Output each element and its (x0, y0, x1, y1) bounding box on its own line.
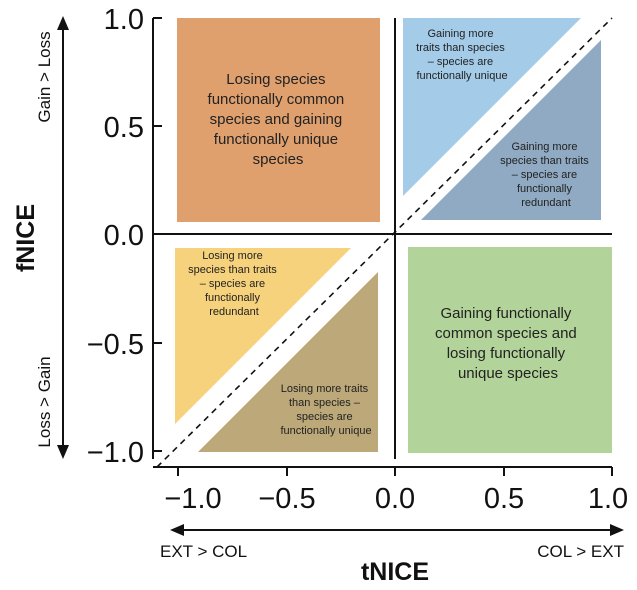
x-tick-label: −1.0 (164, 483, 221, 515)
quadrant-top-right-lower-text: Gaining more species than traits – speci… (500, 141, 592, 209)
quadrant-top-right-lower-region (421, 40, 601, 220)
one-to-one-dashed-line (156, 17, 613, 468)
x-tick-label: −0.5 (258, 483, 315, 515)
y-top-direction-label: Gain > Loss (35, 31, 54, 122)
quadrant-top-left-region (177, 18, 380, 222)
x-tick-label: 1.0 (588, 483, 628, 515)
arrow-right-icon (610, 524, 624, 536)
quadrant-bottom-right-region (408, 247, 612, 453)
y-bottom-direction-label: Loss > Gain (35, 356, 54, 447)
x-tick-label: 0.5 (484, 483, 524, 515)
quadrant-bottom-left-lower-text: Losing more traits than species – specie… (280, 383, 371, 437)
x-tick-label: 0.0 (375, 483, 415, 515)
arrow-down-icon (57, 445, 69, 459)
x-axis-title: tNICE (361, 558, 429, 585)
y-tick-label: 1.0 (104, 4, 144, 36)
quadrant-bottom-left-upper-region (175, 248, 351, 424)
x-left-direction-label: EXT > COL (160, 542, 247, 561)
quadrant-bottom-right-text: Gaining functionally common species and … (435, 305, 581, 382)
quadrant-bottom-left-lower-region (198, 272, 378, 452)
y-tick-label: 0.5 (104, 112, 144, 144)
arrow-left-icon (170, 524, 184, 536)
quadrant-top-right-upper-text: Gaining more traits than species – speci… (416, 28, 508, 82)
y-tick-label: −0.5 (87, 329, 144, 361)
arrow-up-icon (57, 16, 69, 30)
y-tick-label: −1.0 (87, 437, 144, 469)
quadrant-bottom-left-upper-text: Losing more species than traits – specie… (188, 250, 280, 318)
y-axis-title: fNICE (12, 204, 40, 272)
x-right-direction-label: COL > EXT (537, 542, 624, 561)
quadrant-top-right-upper-region (403, 18, 581, 196)
y-tick-label: 0.0 (104, 220, 144, 252)
quadrant-top-left-text: Losing species functionally common speci… (208, 71, 349, 168)
